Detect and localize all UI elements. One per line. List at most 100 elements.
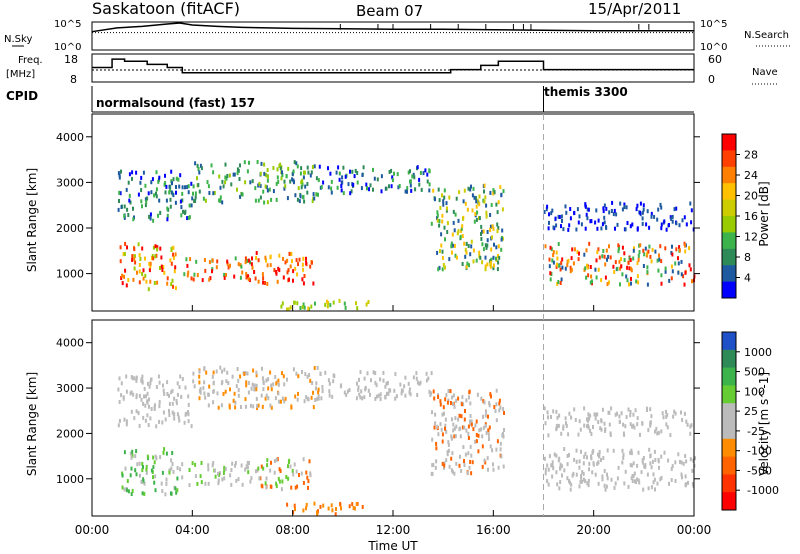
power-cell-819 [627,260,630,265]
velocity-cell-32 [135,472,138,477]
power-cell-151 [294,266,297,271]
power-cell-604 [457,229,460,234]
power-cell-760 [682,274,685,279]
power-cell-599 [471,193,474,198]
power-cell-640 [484,195,487,200]
velocity-cell-257 [143,394,145,399]
power-cell-5 [160,255,163,260]
velocity-cell-869 [548,454,551,459]
power-cell-503 [347,182,350,187]
power-cell-644 [465,264,468,269]
power-cell-94 [203,258,206,262]
power-cell-810 [660,259,663,264]
velocity-cell-162 [275,457,278,462]
power-colorbar-label-5: 8 [744,251,751,264]
power-cell-982 [575,227,578,232]
velocity-cell-437 [279,399,282,404]
power-cell-49 [174,252,177,257]
power-cell-437 [317,192,319,197]
power-cell-598 [485,210,488,215]
power-cell-405 [279,166,282,171]
power-cell-532 [360,186,363,191]
velocity-cell-905 [568,453,570,457]
power-cell-401 [266,168,269,172]
power-cell-751 [664,246,667,251]
velocity-cell-573 [469,414,472,418]
velocity-cell-604 [439,402,442,407]
velocity-cell-899 [580,475,582,480]
velocity-cell-891 [553,452,556,457]
velocity-cell-873 [632,474,635,479]
velocity-cell-254 [117,387,120,392]
power-cell-91 [246,258,249,263]
velocity-cell-275 [192,379,195,384]
velocity-cell-562 [452,422,455,427]
velocity-cell-17 [150,468,153,473]
velocity-cell-769 [687,480,689,485]
velocity-cell-300 [198,374,201,379]
power-cell-157 [302,281,305,286]
power-cell-207 [180,213,183,218]
velocity-cell-838 [680,460,683,465]
power-colorbar-swatch-2 [722,166,736,184]
power-cell-280 [181,191,184,196]
power-cell-300 [283,186,286,191]
power-cell-830 [656,258,659,263]
velocity-cell-823 [546,463,549,468]
velocity-cell-88 [200,480,203,485]
power-cell-131 [257,279,260,284]
velocity-cell-568 [452,402,454,406]
velocity-cell-308 [274,375,277,379]
power-cell-216 [125,187,128,192]
freq-unit: [MHz] [6,69,35,80]
velocity-cell-718 [348,504,351,509]
velocity-cell-485 [367,388,370,393]
power-ytick-label-0: 1000 [56,268,84,281]
velocity-cell-240 [117,423,120,428]
velocity-cell-576 [451,451,454,456]
velocity-cell-682 [437,395,440,399]
power-cell-573 [495,256,497,261]
power-cell-921 [674,261,677,266]
power-cell-776 [548,264,551,269]
power-cell-501 [372,187,374,192]
velocity-cell-646 [481,444,484,449]
velocity-cell-446 [408,387,411,392]
power-cell-369 [256,160,259,164]
power-cell-633 [432,188,435,193]
velocity-cell-600 [449,389,452,394]
power-cell-622 [502,189,505,194]
power-cell-246 [184,209,187,214]
velocity-cell-113 [188,483,191,488]
velocity-cell-862 [561,473,563,478]
power-cell-286 [128,193,131,198]
power-cell-0 [119,245,122,250]
velocity-cell-235 [146,413,149,418]
power-colorbar-swatch-1 [722,150,736,168]
power-cell-214 [137,192,140,197]
velocity-cell-261 [176,392,179,397]
velocity-cell-0 [134,468,137,473]
velocity-cell-489 [377,393,380,398]
velocity-cell-413 [203,391,206,396]
power-cell-53 [155,253,158,258]
power-cell-1013 [621,207,624,212]
power-cell-808 [567,258,570,263]
velocity-cell-466 [429,393,432,397]
power-cell-202 [155,191,157,196]
velocity-cell-253 [172,412,175,417]
velocity-cell-158 [287,460,290,464]
power-cell-101 [211,269,213,274]
velocity-cell-1037 [690,423,693,428]
velocity-cell-264 [168,413,171,417]
velocity-cell-558 [463,425,466,430]
velocity-cell-315 [220,403,223,408]
velocity-cell-914 [657,457,660,462]
power-cell-308 [228,173,231,178]
power-cell-912 [664,266,667,271]
power-cell-371 [244,180,247,185]
velocity-cell-430 [255,370,258,375]
velocity-cell-359 [264,396,267,401]
power-cell-686 [473,195,476,200]
velocity-cell-937 [686,422,689,427]
